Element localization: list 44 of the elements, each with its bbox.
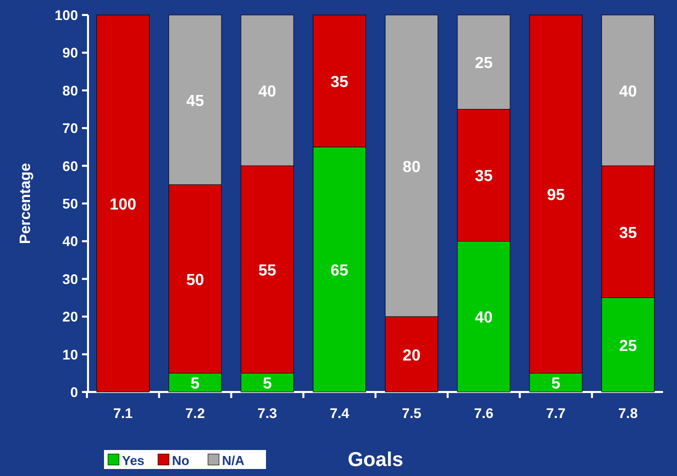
y-tick-label: 60 bbox=[62, 158, 78, 174]
legend-label: N/A bbox=[222, 453, 245, 468]
x-tick-label: 7.1 bbox=[113, 405, 133, 421]
x-tick-label: 7.2 bbox=[185, 405, 206, 421]
x-tick-label: 7.5 bbox=[402, 405, 422, 421]
data-label: 20 bbox=[402, 347, 421, 364]
y-tick-label: 20 bbox=[62, 308, 78, 325]
x-tick-label: 7.7 bbox=[546, 405, 566, 421]
bar bbox=[96, 14, 150, 392]
x-axis-title: Goals bbox=[348, 449, 404, 471]
data-label: 5 bbox=[262, 376, 272, 393]
y-tick-label: 0 bbox=[70, 384, 78, 400]
data-label: 95 bbox=[546, 187, 565, 204]
data-label: 5 bbox=[551, 376, 560, 393]
data-label: 40 bbox=[474, 310, 493, 327]
data-label: 50 bbox=[186, 272, 204, 289]
legend-label: Yes bbox=[122, 453, 144, 468]
x-tick-label: 7.6 bbox=[474, 405, 494, 421]
data-label: 25 bbox=[474, 55, 493, 72]
data-label: 45 bbox=[186, 92, 204, 110]
y-tick-label: 40 bbox=[62, 233, 78, 250]
y-tick-label: 50 bbox=[62, 196, 78, 212]
legend-label: No bbox=[172, 453, 190, 468]
data-label: 55 bbox=[258, 262, 276, 280]
x-tick-label: 7.4 bbox=[330, 405, 350, 421]
y-axis-title: Percentage bbox=[17, 163, 34, 244]
y-tick-label: 70 bbox=[62, 120, 78, 136]
data-label: 35 bbox=[330, 74, 348, 91]
y-tick-label: 30 bbox=[62, 270, 78, 287]
y-tick-label: 10 bbox=[62, 346, 78, 362]
data-label: 5 bbox=[190, 376, 200, 393]
data-label: 65 bbox=[330, 262, 348, 280]
x-tick-label: 7.3 bbox=[258, 405, 278, 421]
y-tick-label: 100 bbox=[54, 7, 78, 23]
data-label: 35 bbox=[619, 224, 638, 242]
data-label: 40 bbox=[258, 83, 276, 100]
data-label: 80 bbox=[402, 158, 421, 176]
data-label: 40 bbox=[619, 83, 638, 100]
data-label: 25 bbox=[619, 338, 638, 355]
data-label: 100 bbox=[110, 196, 136, 214]
y-tick-label: 90 bbox=[62, 44, 78, 61]
y-tick-label: 80 bbox=[62, 82, 78, 98]
data-label: 35 bbox=[474, 168, 493, 186]
x-tick-label: 7.8 bbox=[618, 405, 638, 421]
